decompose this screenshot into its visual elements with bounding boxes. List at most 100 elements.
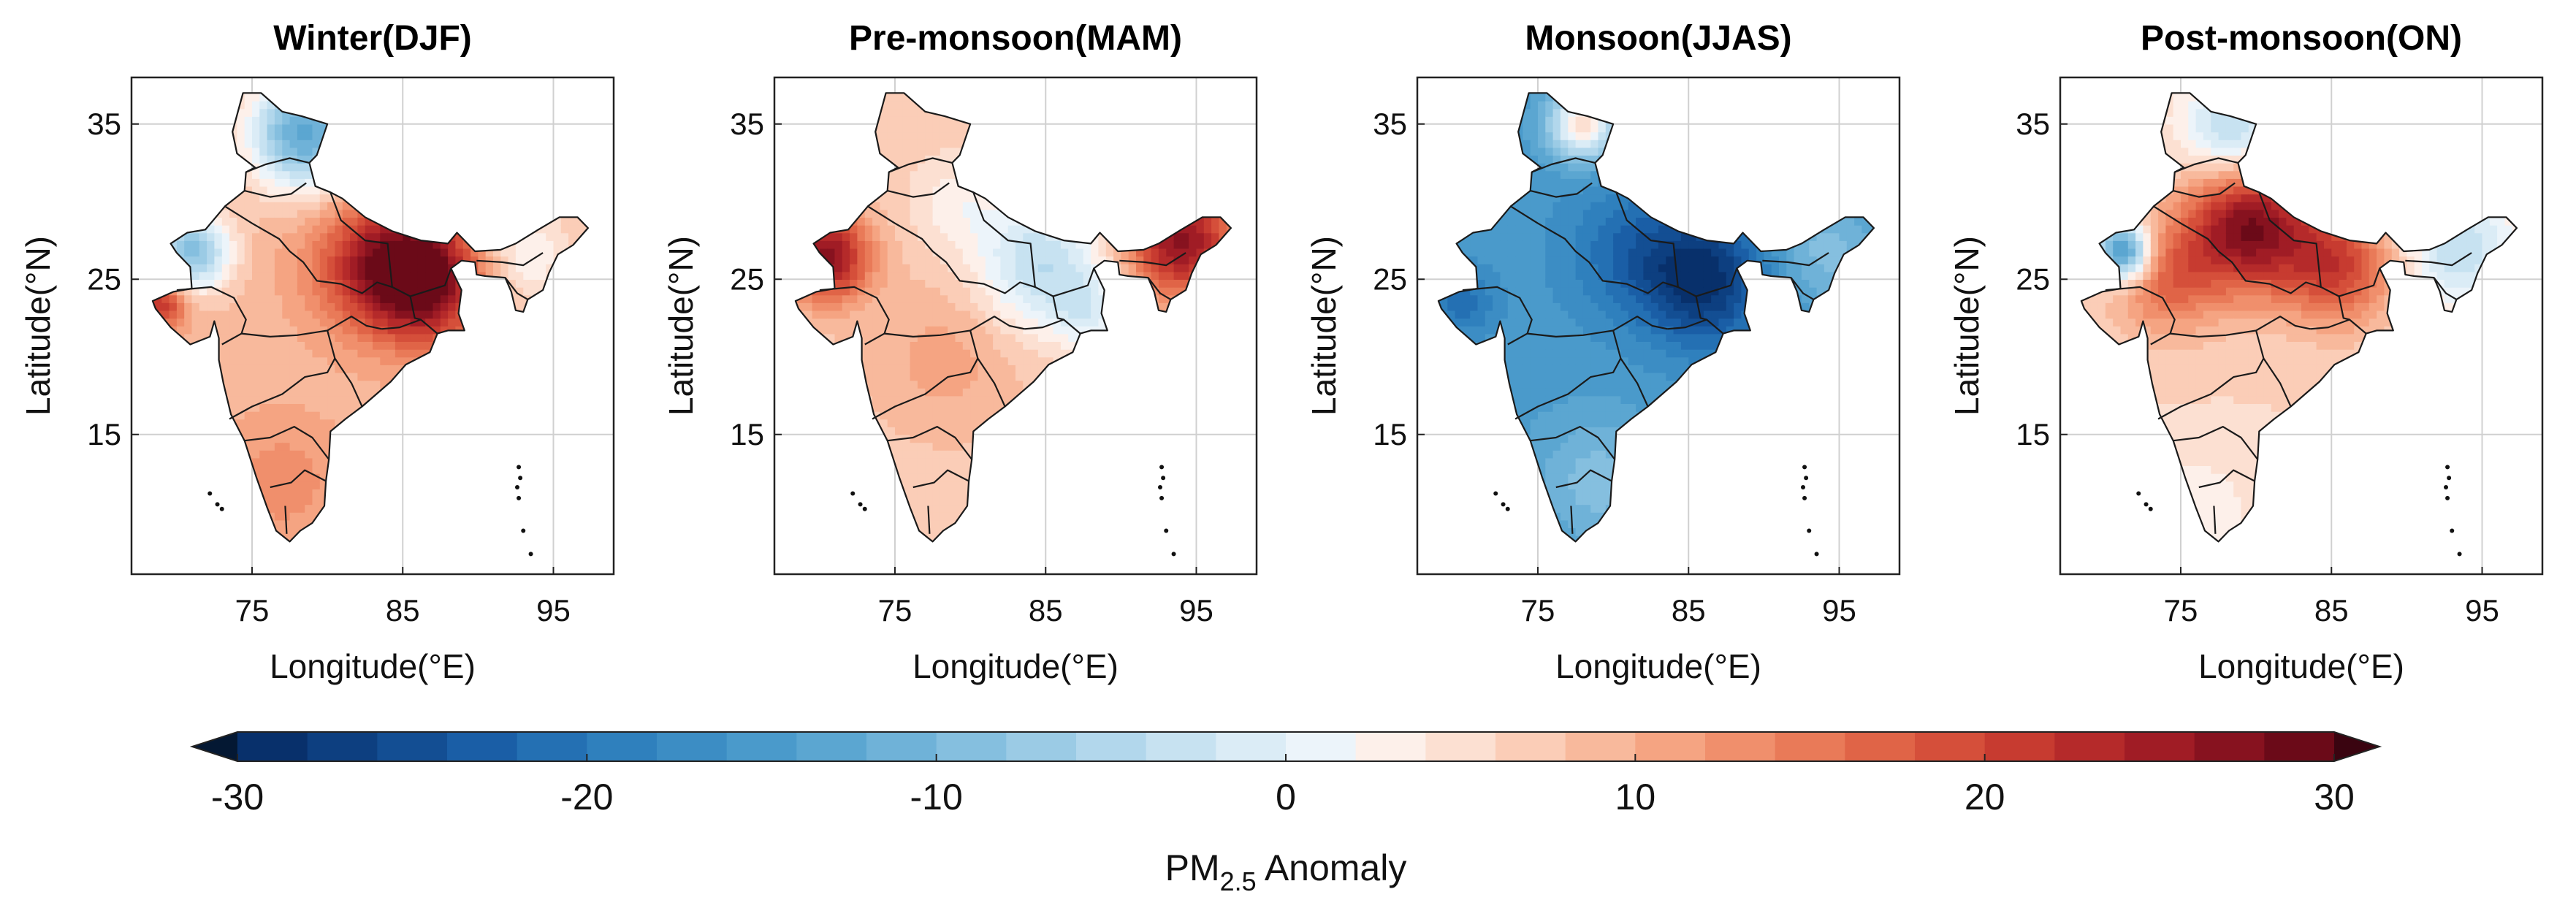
anomaly-cell	[895, 442, 904, 451]
anomaly-cell	[850, 442, 858, 451]
anomaly-cell	[207, 131, 216, 140]
anomaly-cell	[804, 131, 813, 140]
anomaly-cell	[834, 365, 843, 373]
anomaly-cell	[184, 411, 193, 420]
anomaly-cell	[297, 465, 305, 474]
anomaly-cell	[161, 403, 170, 412]
anomaly-cell	[948, 147, 956, 156]
anomaly-cell	[153, 162, 162, 172]
anomaly-cell	[470, 333, 479, 342]
anomaly-cell	[812, 318, 820, 327]
anomaly-cell	[932, 473, 941, 482]
anomaly-cell	[804, 341, 813, 350]
anomaly-cell	[267, 403, 275, 412]
anomaly-cell	[432, 108, 441, 117]
anomaly-cell	[478, 162, 487, 172]
anomaly-cell	[962, 535, 971, 542]
anomaly-cell	[796, 341, 805, 350]
anomaly-cell	[432, 419, 441, 427]
anomaly-cell	[940, 442, 948, 451]
anomaly-cell	[432, 465, 441, 474]
anomaly-cell	[470, 544, 479, 552]
anomaly-cell	[895, 326, 904, 335]
anomaly-cell	[229, 372, 238, 381]
anomaly-cell	[493, 341, 502, 350]
anomaly-cell	[199, 279, 207, 288]
anomaly-cell	[432, 240, 441, 249]
anomaly-cell	[448, 155, 457, 164]
anomaly-cell	[191, 535, 200, 542]
anomaly-cell	[478, 473, 487, 482]
anomaly-cell	[932, 326, 941, 335]
anomaly-cell	[478, 178, 487, 187]
anomaly-cell	[161, 504, 170, 513]
anomaly-cell	[432, 140, 441, 148]
anomaly-cell	[161, 442, 170, 451]
anomaly-cell	[804, 372, 813, 381]
anomaly-cell	[297, 457, 305, 466]
anomaly-cell	[161, 279, 170, 288]
anomaly-cell	[795, 162, 798, 172]
anomaly-cell	[191, 209, 200, 218]
anomaly-cell	[478, 240, 487, 249]
anomaly-cell	[827, 232, 836, 241]
anomaly-cell	[583, 348, 588, 358]
anomaly-cell	[500, 341, 509, 350]
anomaly-cell	[221, 155, 230, 164]
anomaly-cell	[373, 178, 381, 187]
anomaly-cell	[252, 248, 261, 257]
anomaly-cell	[850, 388, 858, 397]
anomaly-cell	[576, 162, 584, 172]
anomaly-cell	[252, 504, 261, 513]
anomaly-cell	[796, 504, 805, 513]
anomaly-cell	[161, 388, 170, 397]
anomaly-cell	[872, 348, 881, 358]
anomaly-cell	[538, 365, 546, 373]
anomaly-cell	[895, 217, 904, 226]
anomaly-cell	[796, 123, 805, 133]
anomaly-cell	[576, 442, 584, 451]
anomaly-cell	[796, 496, 805, 506]
anomaly-cell	[796, 434, 805, 443]
anomaly-cell	[508, 271, 517, 280]
anomaly-cell	[244, 411, 253, 420]
anomaly-cell	[583, 434, 588, 443]
anomaly-cell	[440, 279, 449, 288]
anomaly-cell	[834, 457, 843, 466]
anomaly-cell	[948, 123, 956, 133]
anomaly-cell	[887, 232, 896, 241]
anomaly-cell	[515, 93, 524, 102]
anomaly-cell	[191, 294, 200, 303]
anomaly-cell	[819, 348, 828, 358]
anomaly-cell	[508, 217, 517, 226]
anomaly-cell	[538, 535, 546, 542]
anomaly-cell	[470, 140, 479, 148]
anomaly-cell	[184, 162, 193, 172]
anomaly-cell	[864, 442, 873, 451]
anomaly-cell	[342, 310, 351, 319]
anomaly-cell	[940, 100, 948, 110]
anomaly-cell	[380, 419, 389, 427]
anomaly-cell	[500, 170, 509, 179]
anomaly-cell	[576, 140, 584, 148]
anomaly-cell	[530, 217, 539, 226]
anomaly-cell	[335, 318, 343, 327]
anomaly-cell	[312, 202, 321, 210]
anomaly-cell	[887, 380, 896, 389]
anomaly-cell	[191, 348, 200, 358]
anomaly-cell	[796, 93, 805, 94]
anomaly-cell	[373, 512, 381, 521]
anomaly-cell	[804, 294, 813, 303]
anomaly-cell	[342, 155, 351, 164]
anomaly-cell	[207, 194, 216, 202]
anomaly-cell	[917, 512, 926, 521]
anomaly-cell	[440, 310, 449, 319]
anomaly-cell	[440, 155, 449, 164]
anomaly-cell	[583, 209, 588, 218]
anomaly-cell	[493, 209, 502, 218]
anomaly-cell	[583, 457, 588, 466]
anomaly-cell	[857, 403, 866, 412]
anomaly-cell	[297, 116, 305, 125]
anomaly-cell	[440, 489, 449, 497]
anomaly-cell	[872, 286, 881, 296]
